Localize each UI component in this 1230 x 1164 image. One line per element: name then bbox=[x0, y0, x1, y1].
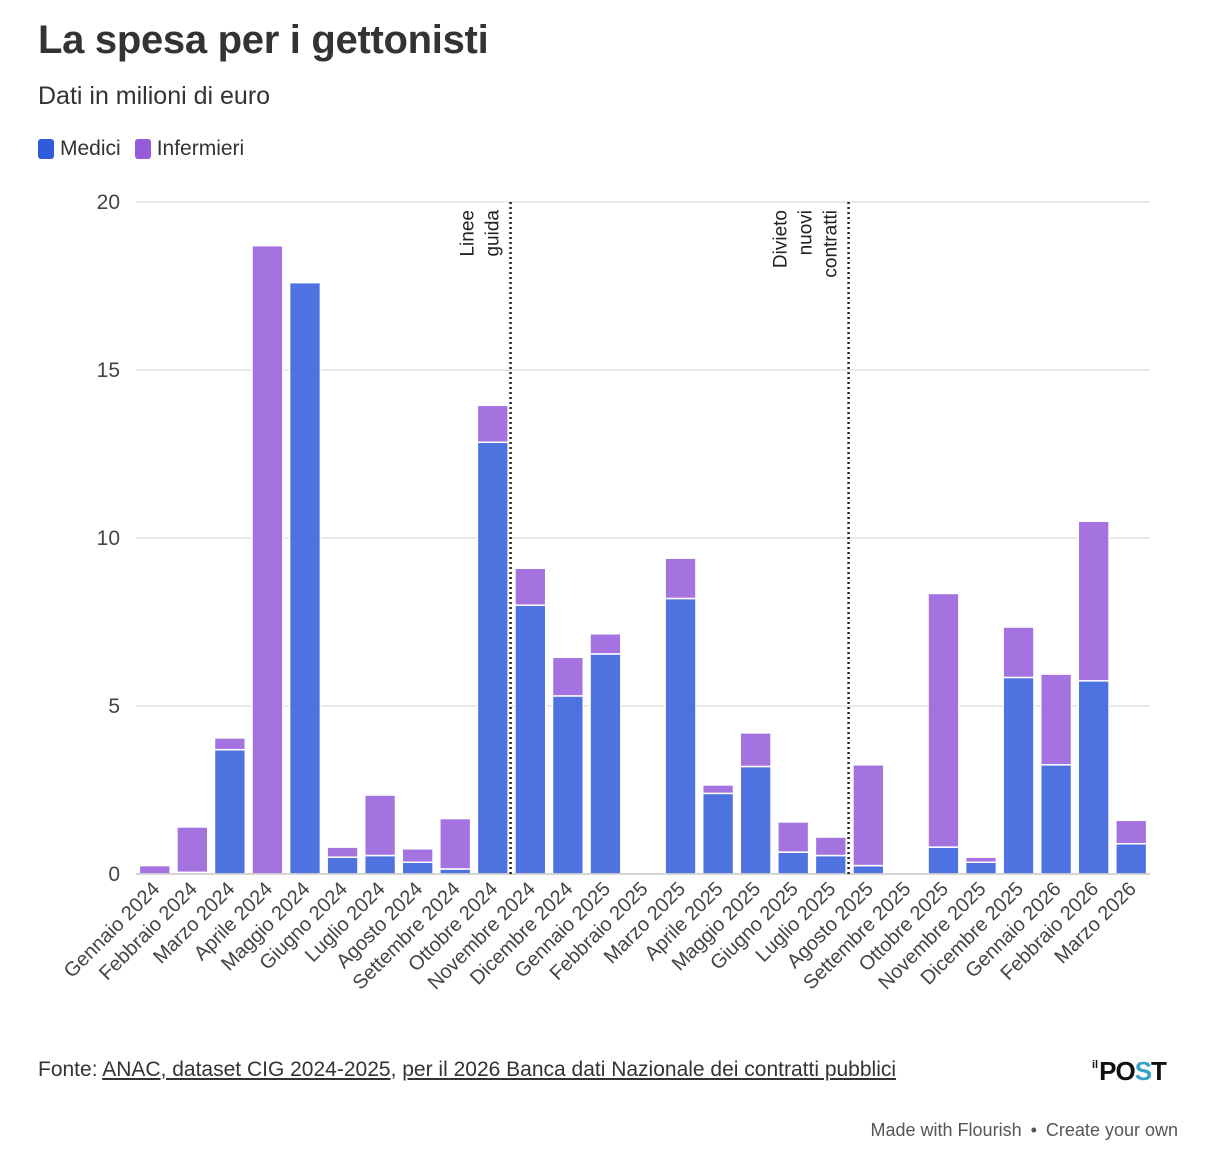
bar-infermieri bbox=[927, 592, 960, 848]
bar-medici bbox=[288, 281, 322, 875]
bar-infermieri bbox=[326, 846, 359, 858]
credit-separator: • bbox=[1030, 1120, 1037, 1140]
logo-t: T bbox=[1151, 1056, 1167, 1086]
bar-medici bbox=[1039, 764, 1073, 875]
bar-infermieri bbox=[664, 557, 697, 600]
y-tick-label: 10 bbox=[97, 527, 120, 550]
bar-medici bbox=[363, 854, 397, 875]
bar-medici bbox=[739, 765, 772, 875]
bar-infermieri bbox=[514, 567, 547, 606]
source-separator: , bbox=[390, 1058, 403, 1081]
bar-infermieri bbox=[176, 826, 209, 874]
bar-medici bbox=[852, 864, 885, 875]
bar-infermieri bbox=[1002, 626, 1035, 679]
bar-medici bbox=[326, 856, 359, 875]
bar-medici bbox=[589, 653, 622, 875]
y-tick-label: 20 bbox=[97, 191, 120, 214]
bar-medici bbox=[551, 695, 585, 875]
chart-subtitle: Dati in milioni di euro bbox=[38, 82, 271, 110]
bar-medici bbox=[664, 597, 697, 875]
chart-title: La spesa per i gettonisti bbox=[38, 18, 489, 62]
source-note: Fonte: ANAC, dataset CIG 2024-2025, per … bbox=[38, 1058, 896, 1082]
bar-infermieri bbox=[138, 864, 171, 875]
create-your-own-link[interactable]: Create your own bbox=[1045, 1120, 1178, 1140]
bar-infermieri bbox=[1077, 520, 1110, 682]
legend-swatch-medici bbox=[38, 139, 54, 159]
bar-medici bbox=[439, 868, 472, 875]
bar-infermieri bbox=[589, 633, 622, 655]
bar-medici bbox=[701, 792, 735, 875]
bar-medici bbox=[777, 851, 810, 875]
bar-medici bbox=[814, 854, 847, 875]
flourish-credit: Made with Flourish • Create your own bbox=[869, 1120, 1180, 1141]
bar-medici bbox=[1002, 676, 1035, 875]
logo-s: S bbox=[1134, 1056, 1152, 1086]
y-tick-label: 15 bbox=[97, 359, 120, 382]
legend-item-infermieri[interactable]: Infermieri bbox=[134, 137, 245, 161]
bar-infermieri bbox=[551, 656, 585, 697]
annotation-label: nuovi bbox=[796, 210, 817, 255]
legend-label-medici: Medici bbox=[60, 137, 121, 160]
source-prefix: Fonte: bbox=[38, 1058, 103, 1081]
bar-medici bbox=[401, 861, 434, 875]
bar-infermieri bbox=[814, 836, 847, 857]
source-link-anac[interactable]: ANAC, dataset CIG 2024-2025 bbox=[102, 1058, 391, 1081]
bar-medici bbox=[514, 604, 547, 875]
il-post-logo: il PO S T bbox=[1092, 1056, 1167, 1087]
annotation-label: Linee bbox=[458, 210, 479, 257]
bar-medici bbox=[964, 861, 998, 875]
logo-il: il bbox=[1092, 1059, 1099, 1071]
annotation-label: contratti bbox=[821, 210, 842, 278]
bar-medici bbox=[213, 748, 247, 875]
source-link-bdncp[interactable]: per il 2026 Banca dati Nazionale dei con… bbox=[402, 1058, 897, 1081]
legend-label-infermieri: Infermieri bbox=[156, 137, 245, 160]
bar-infermieri bbox=[213, 737, 247, 751]
bar-infermieri bbox=[401, 848, 434, 863]
y-tick-label: 0 bbox=[108, 863, 120, 886]
bar-infermieri bbox=[1039, 673, 1073, 766]
bar-infermieri bbox=[251, 244, 284, 875]
bar-infermieri bbox=[701, 784, 735, 795]
legend-swatch-infermieri bbox=[134, 139, 151, 159]
bar-infermieri bbox=[739, 732, 772, 768]
annotation-label: Divieto bbox=[771, 210, 792, 268]
bar-medici bbox=[476, 441, 509, 875]
bar-medici bbox=[1077, 680, 1110, 875]
bar-infermieri bbox=[363, 794, 397, 857]
bar-infermieri bbox=[964, 856, 998, 863]
bar-infermieri bbox=[439, 817, 472, 870]
bar-infermieri bbox=[1115, 819, 1148, 845]
bar-infermieri bbox=[476, 404, 509, 443]
y-tick-label: 5 bbox=[108, 695, 120, 718]
annotation-label: guida bbox=[483, 210, 504, 257]
legend: Medici Infermieri bbox=[38, 137, 258, 161]
bar-medici bbox=[927, 846, 960, 875]
bar-medici bbox=[1115, 843, 1148, 875]
logo-po: PO bbox=[1099, 1056, 1136, 1086]
bar-infermieri bbox=[852, 764, 885, 867]
bar-infermieri bbox=[777, 821, 810, 853]
legend-item-medici[interactable]: Medici bbox=[38, 137, 121, 161]
made-with-flourish-link[interactable]: Made with Flourish bbox=[870, 1120, 1022, 1140]
